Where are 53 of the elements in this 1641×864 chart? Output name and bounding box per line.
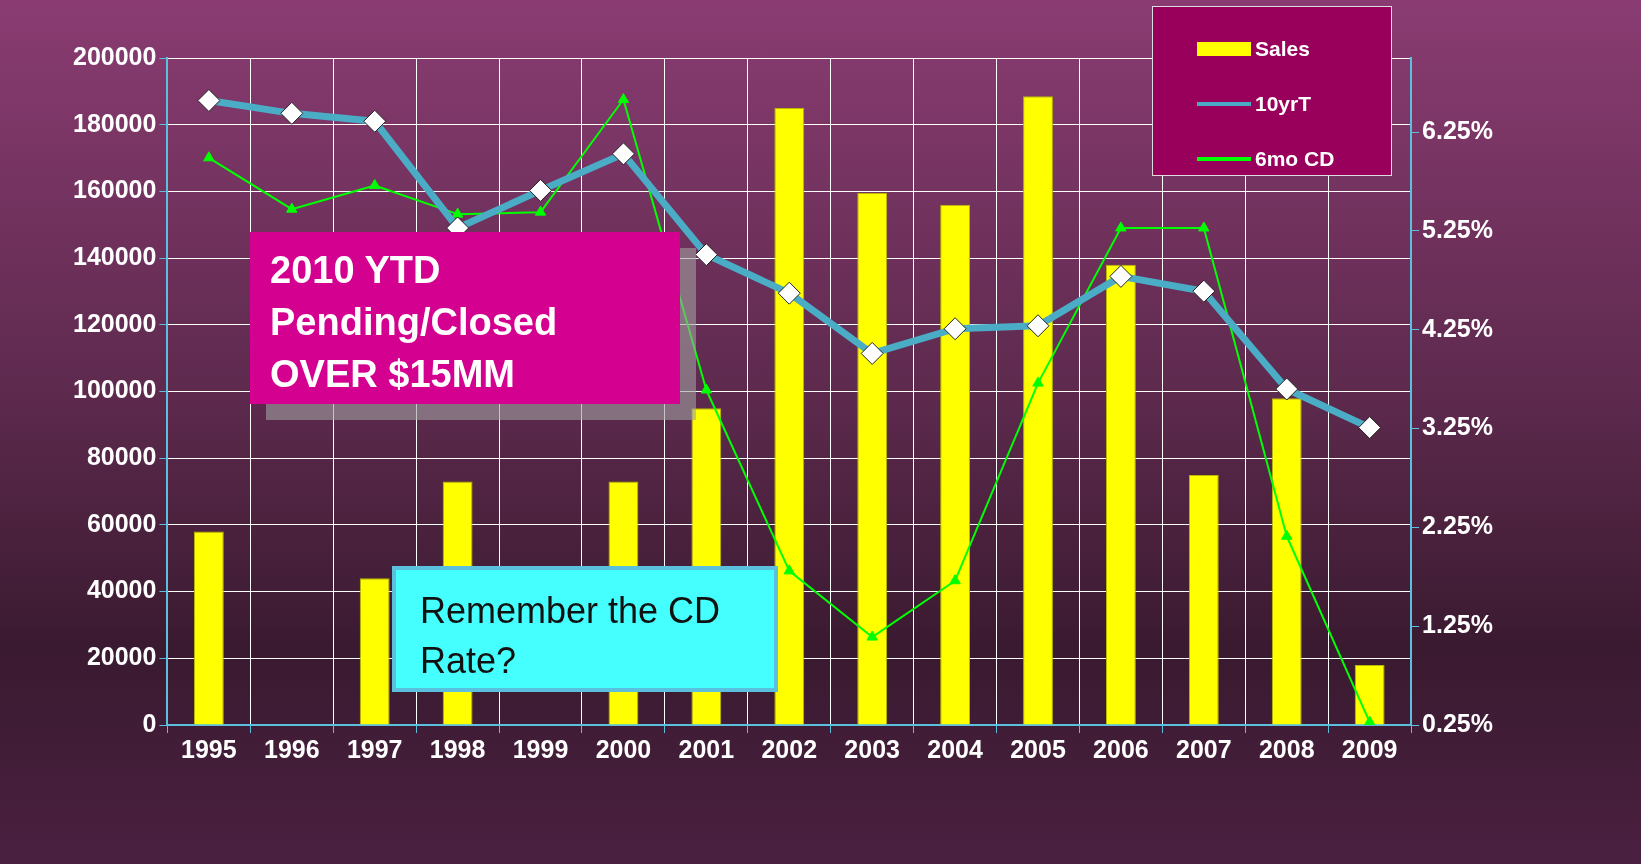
point [783, 564, 795, 575]
y-tick-label: 20000 [86, 642, 157, 671]
y2-tick-label: 1.25% [1422, 610, 1493, 639]
point [1198, 221, 1210, 232]
y2-tick-label: 3.25% [1422, 412, 1493, 441]
y-tick-label: 80000 [86, 442, 157, 471]
x-tick-label: 2007 [1176, 734, 1232, 763]
y2-tick-label: 4.25% [1422, 313, 1493, 342]
x-tick-label: 2000 [595, 734, 652, 763]
y2-tick-label: 0.25% [1422, 708, 1493, 737]
y2-tick-label: 5.25% [1422, 214, 1493, 243]
x-tick-label: 1996 [263, 734, 320, 763]
point [1032, 376, 1044, 387]
point [1281, 529, 1293, 540]
point [203, 151, 215, 162]
y-tick-label: 160000 [72, 175, 157, 204]
point [1115, 221, 1127, 232]
text-box: 2010 YTD Pending/Closed OVER $15MM [250, 232, 680, 404]
x-tick-label: 2003 [844, 734, 900, 763]
y-tick-label: 120000 [72, 308, 157, 337]
x-tick-label: 2004 [927, 734, 983, 763]
y-tick-label: 40000 [86, 575, 157, 604]
point [866, 630, 878, 641]
legend-label: Sales [1255, 36, 1310, 61]
point [949, 574, 961, 585]
point [1363, 715, 1376, 725]
x-tick-label: 2005 [1010, 734, 1066, 763]
y2-tick-label: 2.25% [1422, 511, 1493, 540]
y-tick-label: 200000 [72, 41, 157, 70]
point [286, 202, 298, 213]
y-tick-label: 60000 [86, 508, 157, 537]
x-tick-label: 2009 [1341, 734, 1398, 763]
x-tick-label: 1997 [346, 734, 403, 763]
y-tick-label: 0 [142, 708, 157, 737]
y2-tick-label: 6.25% [1422, 116, 1493, 144]
y-tick-label: 180000 [72, 108, 157, 137]
y-tick-label: 100000 [72, 375, 157, 404]
x-tick-label: 1998 [429, 734, 486, 763]
x-tick-label: 1999 [512, 734, 569, 763]
point [534, 205, 547, 216]
y-tick-label: 140000 [72, 241, 157, 270]
x-tick-label: 2006 [1093, 734, 1149, 763]
x-tick-label: 1995 [181, 734, 237, 763]
x-tick-label: 2002 [761, 734, 818, 763]
x-tick-label: 2008 [1258, 734, 1315, 763]
x-tick-label: 2001 [678, 734, 735, 763]
point [369, 178, 381, 189]
legend-label: 10yrT [1255, 91, 1312, 116]
point [700, 383, 713, 394]
point [451, 207, 464, 218]
point [617, 93, 630, 103]
legend-label: 6mo CD [1255, 146, 1335, 171]
text-box: Remember the CD Rate? [392, 566, 778, 692]
